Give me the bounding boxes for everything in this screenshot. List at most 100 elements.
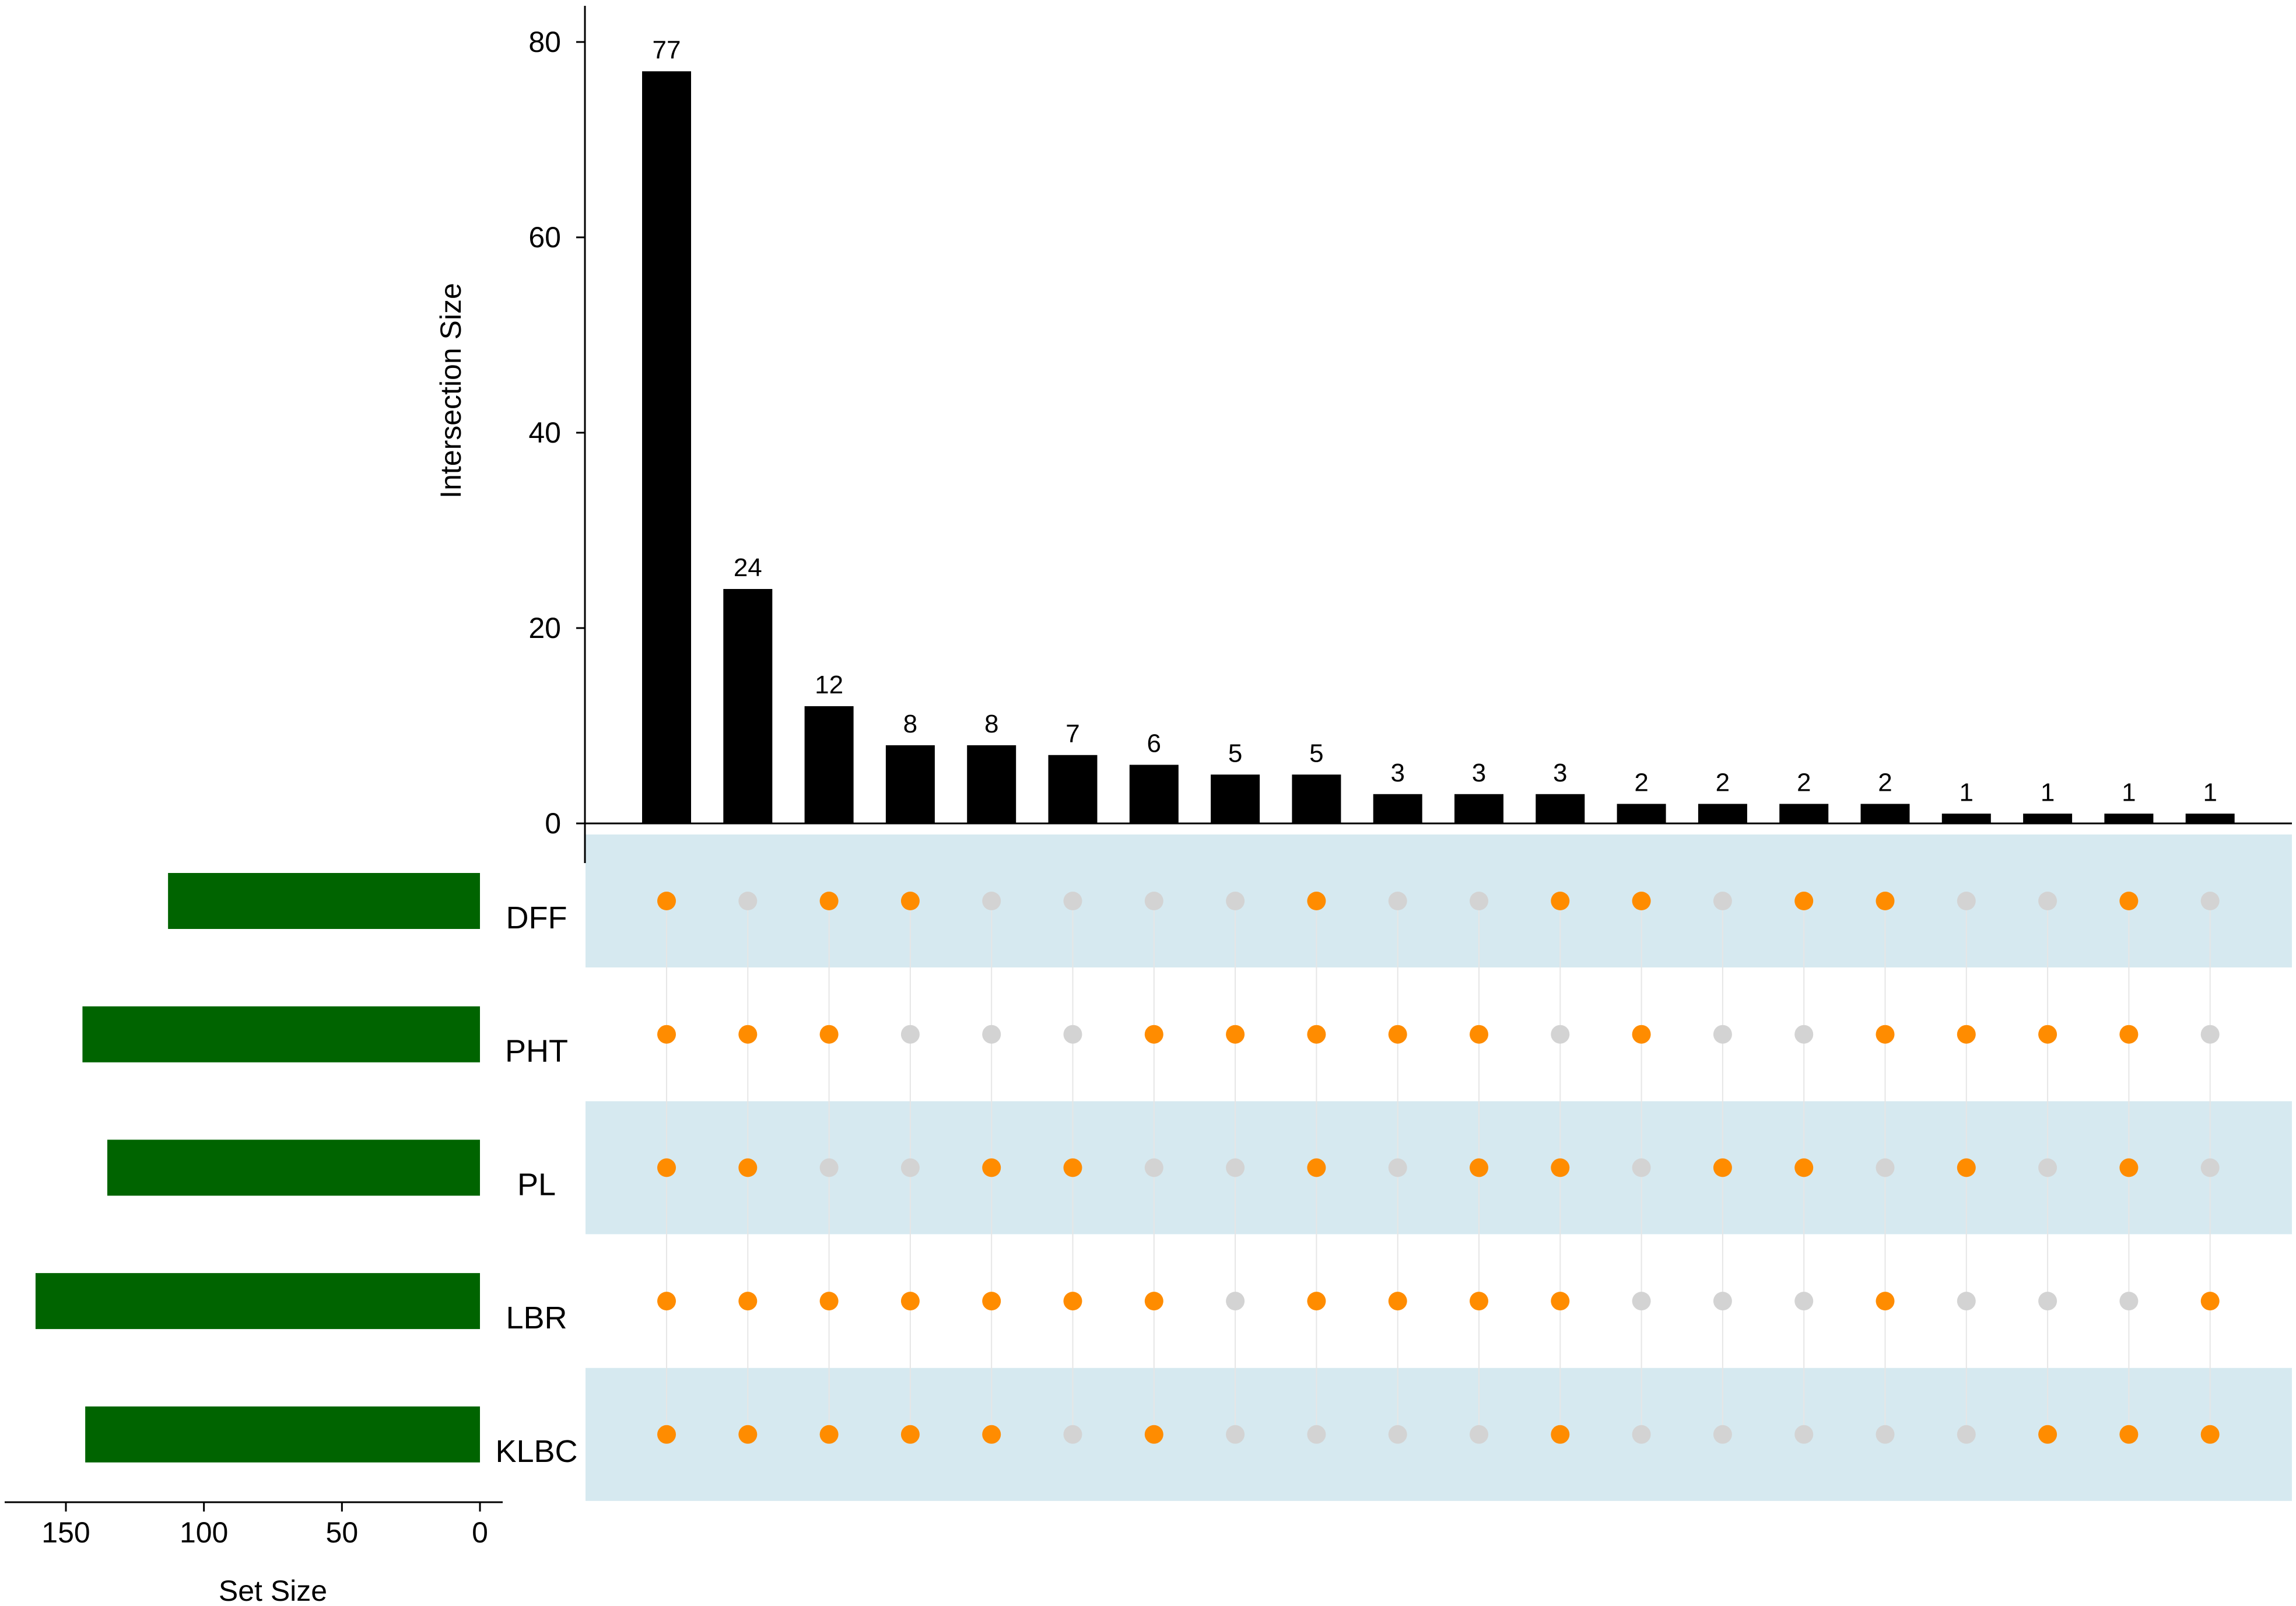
matrix-dot-inactive: [1794, 1025, 1814, 1044]
matrix-dot-inactive: [2200, 1158, 2220, 1177]
matrix-dot-inactive: [2038, 892, 2057, 910]
matrix-dot-active: [1470, 1025, 1488, 1044]
intersection-bar: [1454, 794, 1503, 823]
matrix-dot-active: [2119, 1025, 2139, 1044]
matrix-dot-inactive: [1144, 1158, 1163, 1177]
intersection-bar: [885, 745, 935, 823]
matrix-dot-inactive: [1794, 1425, 1814, 1444]
matrix-dot-active: [1388, 1025, 1407, 1044]
matrix-dot-active: [1794, 1158, 1814, 1177]
matrix-dot-active: [982, 1425, 1001, 1444]
matrix-dot-active: [1144, 1292, 1163, 1311]
matrix-dot-inactive: [900, 1158, 920, 1177]
set-labels: DFF PHT PL LBR KLBC: [495, 900, 577, 1469]
matrix-dot-active: [1307, 892, 1326, 910]
intersection-bar-label: 5: [1228, 739, 1242, 767]
set-size-axis-tick-label: 100: [180, 1516, 228, 1549]
intersection-bar-label: 3: [1390, 759, 1404, 787]
matrix-dot-active: [1388, 1292, 1407, 1311]
matrix-dot-active: [1632, 892, 1651, 910]
matrix-dot-active: [1551, 1292, 1570, 1311]
matrix-dot-active: [657, 892, 676, 910]
intersection-bar-label: 2: [1878, 769, 1892, 797]
set-label: PHT: [505, 1034, 568, 1069]
set-size-axis-title: Set Size: [219, 1575, 327, 1606]
intersection-bar-label: 1: [2041, 778, 2055, 806]
matrix-dot-active: [1144, 1425, 1163, 1444]
matrix-dot-inactive: [1551, 1025, 1570, 1044]
intersection-axis-tick-label: 40: [528, 416, 561, 449]
matrix-dot-inactive: [1632, 1158, 1651, 1177]
matrix-dot-active: [1876, 1025, 1895, 1044]
matrix-dot-active: [1957, 1158, 1976, 1177]
matrix-dot-active: [2200, 1292, 2220, 1311]
matrix-dot-active: [657, 1158, 676, 1177]
matrix-dot-inactive: [1713, 1425, 1732, 1444]
intersection-bar: [723, 589, 773, 823]
intersection-bar: [1536, 794, 1585, 823]
intersection-bar: [804, 706, 854, 823]
intersection-bar-label: 24: [734, 553, 762, 582]
matrix-dot-inactive: [1876, 1158, 1895, 1177]
matrix-dot-active: [657, 1425, 676, 1444]
matrix-dot-active: [1226, 1025, 1245, 1044]
matrix-dot-active: [738, 1025, 758, 1044]
matrix-dot-active: [738, 1425, 758, 1444]
intersection-bar: [1048, 755, 1098, 823]
matrix-dot-inactive: [1957, 1425, 1976, 1444]
matrix-dot-inactive: [2119, 1292, 2139, 1311]
set-label: LBR: [506, 1300, 567, 1335]
intersection-bars: [642, 71, 2235, 823]
set-size-bar: [107, 1139, 480, 1196]
matrix-dot-inactive: [738, 892, 758, 910]
intersection-bar: [1779, 804, 1829, 823]
intersection-bar: [2185, 813, 2235, 823]
matrix-dot-inactive: [1470, 892, 1488, 910]
matrix-dot-active: [2038, 1025, 2057, 1044]
matrix-dot-inactive: [1063, 1425, 1082, 1444]
matrix-dot-active: [1470, 1158, 1488, 1177]
intersection-bar-label: 3: [1553, 759, 1567, 787]
intersection-axis-tick-label: 0: [545, 807, 561, 840]
matrix-dot-inactive: [1307, 1425, 1326, 1444]
matrix-dot-inactive: [1388, 1158, 1407, 1177]
intersection-bar: [1373, 794, 1422, 823]
matrix-dot-inactive: [1794, 1292, 1814, 1311]
set-size-bar: [35, 1273, 480, 1330]
matrix-dot-active: [982, 1158, 1001, 1177]
matrix-dot-inactive: [2200, 1025, 2220, 1044]
matrix-dot-inactive: [2200, 892, 2220, 910]
matrix-dot-inactive: [1713, 892, 1732, 910]
matrix-dot-active: [657, 1292, 676, 1311]
matrix-dot-inactive: [1226, 892, 1245, 910]
matrix-dot-inactive: [1226, 1425, 1245, 1444]
matrix-dot-inactive: [1632, 1425, 1651, 1444]
intersection-bar: [1211, 774, 1260, 823]
matrix-row-stripe: [586, 834, 2292, 967]
matrix-dot-active: [1957, 1025, 1976, 1044]
matrix-dots: [657, 892, 2220, 1444]
set-size-axis-tick-label: 50: [326, 1516, 359, 1549]
set-size-bar: [82, 1006, 480, 1063]
intersection-bar-label: 2: [1716, 769, 1730, 797]
matrix-dot-active: [1063, 1158, 1082, 1177]
matrix-dot-active: [900, 892, 920, 910]
matrix-dot-active: [738, 1158, 758, 1177]
intersection-bar: [1292, 774, 1341, 823]
matrix-dot-active: [982, 1292, 1001, 1311]
matrix-dot-inactive: [900, 1025, 920, 1044]
matrix-dot-inactive: [1388, 892, 1407, 910]
intersection-bar-label: 5: [1309, 739, 1323, 767]
matrix-dot-active: [2200, 1425, 2220, 1444]
matrix-dot-active: [1794, 892, 1814, 910]
matrix-dot-active: [1551, 1158, 1570, 1177]
intersection-axis-tick-label: 80: [528, 26, 561, 58]
matrix-dot-inactive: [1226, 1158, 1245, 1177]
matrix-dot-active: [738, 1292, 758, 1311]
intersection-bar-label: 7: [1065, 720, 1079, 748]
intersection-bar-labels: 77 24 12 8 8 7 6 5 5 3 3 3 2 2 2 2 1 1 1 1: [653, 36, 2217, 806]
intersection-bar: [1860, 804, 1910, 823]
matrix-dot-active: [1307, 1025, 1326, 1044]
set-size-axis: 150 100 50 0: [5, 1501, 503, 1549]
matrix-dot-active: [657, 1025, 676, 1044]
